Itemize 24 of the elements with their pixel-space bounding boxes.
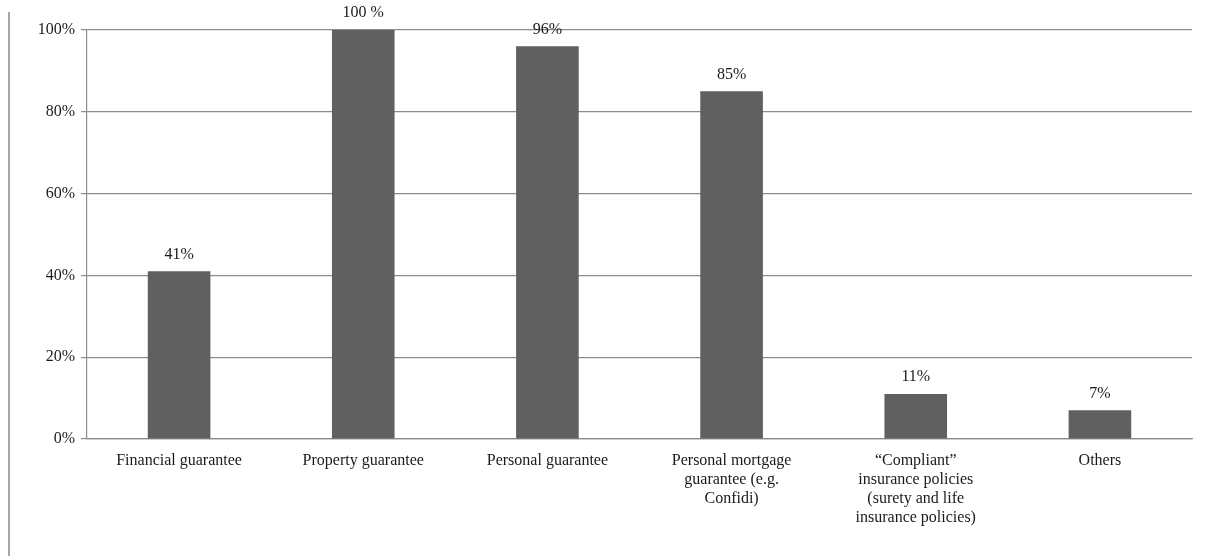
x-tick-label: Others: [1078, 450, 1122, 468]
y-tick-label: 60%: [45, 183, 75, 201]
y-tick-label: 40%: [45, 265, 75, 283]
x-tick-label: Financial guarantee: [116, 450, 242, 469]
bar: [700, 91, 763, 439]
bar: [884, 394, 948, 439]
x-tick-label: Personal mortgage guarantee (e.g. Confidi): [671, 450, 792, 508]
y-tick-label: 100%: [37, 20, 75, 38]
bar: [147, 271, 211, 439]
data-label: 7%: [1089, 383, 1111, 401]
bar: [331, 30, 395, 439]
bar: [516, 46, 579, 439]
data-label: 85%: [716, 64, 747, 82]
x-tick-label: Personal guarantee: [486, 450, 609, 469]
data-label: 11%: [901, 367, 931, 385]
data-label: 41%: [164, 244, 194, 262]
y-tick-label: 0%: [53, 429, 75, 447]
x-tick-label: “Compliant” insurance policies (surety and life insurance policies): [855, 450, 976, 527]
bar: [1068, 410, 1132, 439]
data-label: 100 %: [342, 3, 384, 21]
y-tick-label: 20%: [45, 347, 75, 365]
y-tick-label: 80%: [45, 102, 75, 119]
x-tick-label: Property guarantee: [302, 450, 424, 469]
data-label: 96%: [532, 19, 563, 37]
